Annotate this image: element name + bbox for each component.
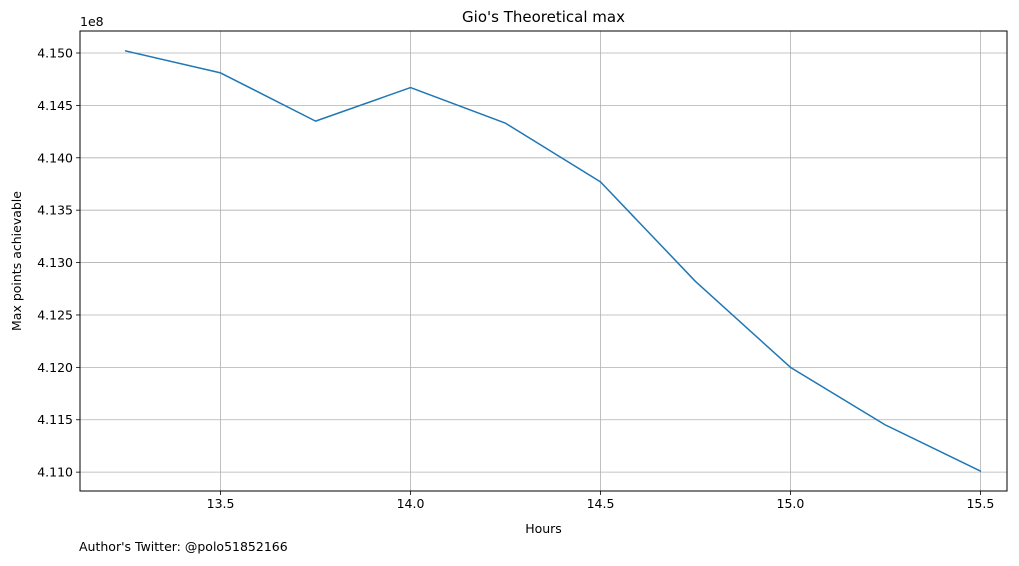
y-tick-label: 4.135 bbox=[37, 203, 73, 218]
y-tick-label: 4.150 bbox=[37, 46, 73, 61]
y-tick-label: 4.125 bbox=[37, 307, 73, 322]
ticks: 13.5 14.0 14.5 15.0 15.5 4.110 4.115 4.120 4.125… bbox=[37, 46, 994, 511]
y-tick-label: 4.115 bbox=[37, 412, 73, 427]
y-tick-label: 4.140 bbox=[37, 150, 73, 165]
y-axis-label: Max points achievable bbox=[9, 191, 24, 331]
x-tick-label: 14.0 bbox=[397, 496, 425, 511]
series-layer bbox=[124, 50, 982, 472]
y-tick-label: 4.120 bbox=[37, 360, 73, 375]
x-axis-label: Hours bbox=[525, 521, 562, 536]
y-tick-label: 4.110 bbox=[37, 465, 73, 480]
x-tick-label: 15.5 bbox=[966, 496, 994, 511]
y-tick-label: 4.145 bbox=[37, 98, 73, 113]
y-tick-label: 4.130 bbox=[37, 255, 73, 270]
x-tick-label: 14.5 bbox=[587, 496, 615, 511]
grid bbox=[80, 31, 1007, 491]
chart-title: Gio's Theoretical max bbox=[462, 8, 625, 26]
y-axis-offset-label: 1e8 bbox=[80, 14, 104, 29]
x-tick-label: 13.5 bbox=[207, 496, 235, 511]
x-tick-label: 15.0 bbox=[777, 496, 805, 511]
author-credit: Author's Twitter: @polo51852166 bbox=[79, 539, 288, 554]
series-line bbox=[124, 50, 982, 472]
plot-frame bbox=[79, 30, 1008, 492]
